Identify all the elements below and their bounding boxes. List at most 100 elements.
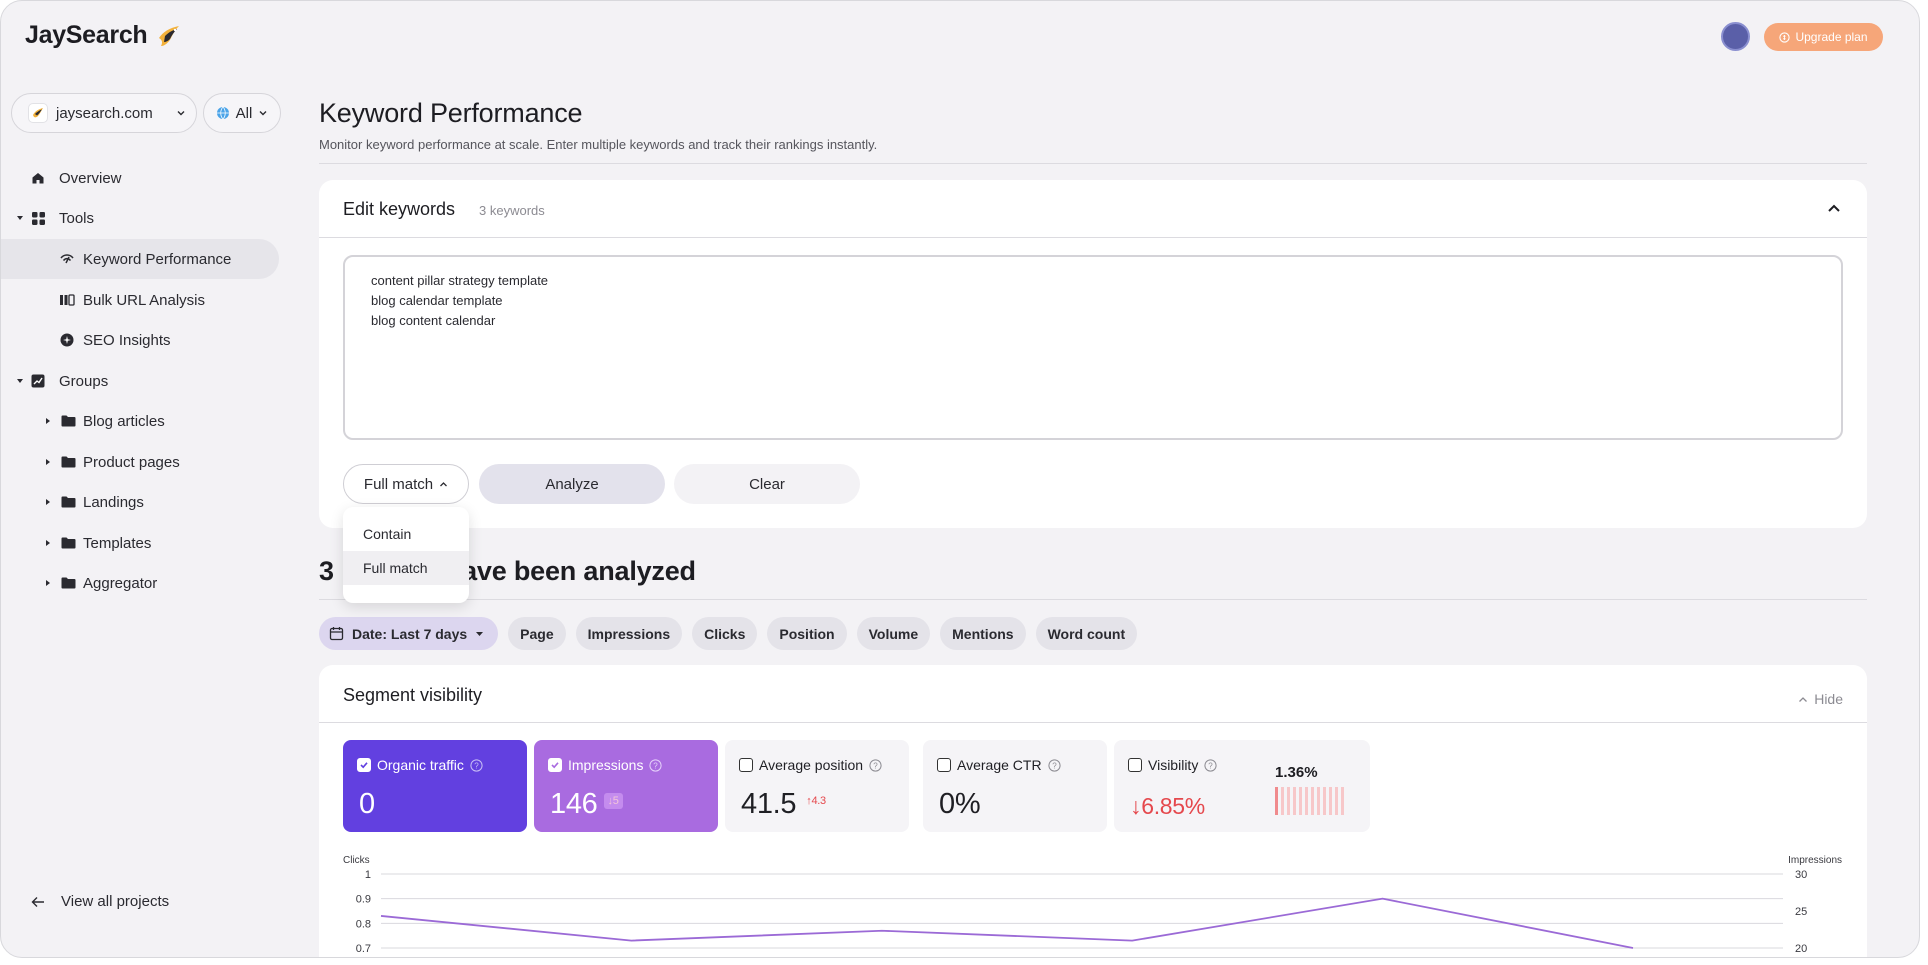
avatar[interactable] — [1721, 22, 1750, 51]
match-type-dropdown: Contain Full match — [343, 507, 469, 603]
analyze-button[interactable]: Analyze — [479, 464, 665, 504]
sidebar-item-label: Groups — [59, 372, 109, 390]
match-type-label: Full match — [363, 475, 434, 493]
filter-chip-clicks[interactable]: Clicks — [692, 617, 758, 650]
chevron-up-icon[interactable] — [1827, 203, 1841, 213]
project-domain: jaysearch.com — [56, 104, 153, 122]
upgrade-plan-button[interactable]: Upgrade plan — [1764, 23, 1883, 51]
card-divider — [319, 237, 1867, 238]
filter-chip-position[interactable]: Position — [767, 617, 847, 650]
checkbox-checked-icon[interactable] — [357, 758, 371, 772]
option-contain[interactable]: Contain — [363, 526, 412, 542]
hide-button[interactable]: Hide — [1798, 691, 1843, 707]
filter-chip-page[interactable]: Page — [508, 617, 566, 650]
spark-bar — [1281, 787, 1284, 815]
spark-bar — [1317, 787, 1320, 815]
arrow-left-icon — [31, 896, 44, 907]
sidebar-item-groups[interactable]: Groups — [1, 361, 271, 401]
sidebar-item-seo-insights[interactable]: SEO Insights — [1, 320, 271, 360]
sidebar-item-label: Product pages — [83, 453, 180, 471]
sidebar-item-templates[interactable]: Templates — [1, 523, 271, 563]
clear-button[interactable]: Clear — [674, 464, 860, 504]
chevron-up-icon — [1799, 696, 1808, 702]
spark-bar — [1335, 787, 1338, 815]
spark-bar — [1299, 787, 1302, 815]
card-divider — [319, 722, 1867, 723]
metric-organic-traffic[interactable]: Organic traffic ? 0 — [343, 740, 527, 832]
folder-icon — [60, 535, 76, 551]
caret-down-icon — [476, 631, 484, 636]
metric-average-ctr[interactable]: Average CTR ? 0% — [923, 740, 1107, 832]
metric-label: Organic traffic — [377, 757, 464, 773]
folder-icon — [60, 454, 76, 470]
help-icon[interactable]: ? — [869, 758, 882, 772]
sidebar-item-label: Landings — [83, 493, 144, 511]
page-title: Keyword Performance — [319, 98, 583, 128]
analyze-label: Analyze — [545, 475, 599, 493]
region-label: All — [235, 104, 253, 122]
svg-text:?: ? — [873, 761, 878, 770]
logo[interactable]: JaySearch — [25, 21, 183, 50]
sidebar-item-label: Templates — [83, 534, 152, 552]
keywords-textarea[interactable]: content pillar strategy template blog ca… — [343, 255, 1843, 440]
sidebar-item-bulk-url-analysis[interactable]: Bulk URL Analysis — [1, 280, 271, 320]
svg-text:?: ? — [474, 761, 479, 770]
caret-right-icon — [43, 457, 53, 467]
metric-average-position[interactable]: Average position ? 41.5 ↑ 4.3 — [725, 740, 909, 832]
delta-value: 5 — [612, 795, 619, 808]
view-all-projects-link[interactable]: View all projects — [31, 893, 169, 910]
sidebar-item-landings[interactable]: Landings — [1, 482, 271, 522]
option-full-match[interactable]: Full match — [343, 551, 469, 585]
sidebar-item-label: Tools — [59, 209, 95, 227]
metric-value: 6.85% — [1141, 793, 1205, 819]
checkbox-icon[interactable] — [937, 758, 951, 772]
project-select[interactable]: jaysearch.com — [11, 93, 197, 133]
sidebar-item-aggregator[interactable]: Aggregator — [1, 563, 271, 603]
metric-label: Impressions — [568, 757, 644, 773]
chevron-up-icon — [440, 481, 448, 486]
filter-chip-mentions[interactable]: Mentions — [940, 617, 1026, 650]
help-icon[interactable]: ? — [470, 758, 483, 772]
chevron-down-icon — [259, 111, 267, 116]
checkbox-icon[interactable] — [739, 758, 753, 772]
delta-value: 4.3 — [811, 795, 826, 808]
sidebar-item-blog-articles[interactable]: Blog articles — [1, 401, 271, 441]
sidebar-item-label: Bulk URL Analysis — [83, 291, 205, 309]
sidebar-item-label: Aggregator — [83, 574, 158, 592]
metric-visibility[interactable]: Visibility ? ↓6.85% 1.36% — [1114, 740, 1370, 832]
divider — [319, 163, 1867, 164]
date-filter-chip[interactable]: Date: Last 7 days — [319, 617, 499, 650]
metric-label: Average position — [759, 757, 864, 773]
help-icon[interactable]: ? — [649, 758, 663, 772]
match-type-button[interactable]: Full match — [343, 464, 469, 504]
chevron-down-icon — [177, 111, 185, 116]
region-select[interactable]: All — [203, 93, 281, 133]
sidebar-item-label: Blog articles — [83, 412, 165, 430]
metric-value-wrap: 41.5 ↑ 4.3 — [741, 788, 830, 821]
metric-label: Average CTR — [957, 757, 1042, 773]
coin-icon — [1779, 31, 1791, 43]
segment-title: Segment visibility — [343, 685, 483, 705]
help-icon[interactable]: ? — [1047, 758, 1061, 772]
divider — [319, 599, 1867, 600]
sidebar-item-product-pages[interactable]: Product pages — [1, 442, 271, 482]
filter-chip-word-count[interactable]: Word count — [1035, 617, 1138, 650]
insight-icon — [59, 332, 75, 348]
grid-icon — [30, 210, 46, 226]
keyword-line: content pillar strategy template — [371, 273, 549, 288]
sidebar-item-overview[interactable]: Overview — [1, 158, 271, 198]
metric-value: 41.5 — [741, 788, 797, 820]
checkbox-icon[interactable] — [1128, 758, 1142, 772]
signal-icon — [59, 251, 75, 267]
sidebar-item-keyword-performance[interactable]: Keyword Performance — [1, 239, 279, 279]
filter-chip-impressions[interactable]: Impressions — [575, 617, 683, 650]
metric-value: 0 — [359, 788, 375, 820]
help-icon[interactable]: ? — [1204, 758, 1217, 772]
metric-impressions[interactable]: Impressions ? 146 ↓ 5 — [534, 740, 718, 832]
checkbox-checked-icon[interactable] — [548, 758, 562, 772]
sidebar-item-label: Overview — [59, 169, 122, 187]
filter-chip-volume[interactable]: Volume — [856, 617, 931, 650]
sidebar-item-tools[interactable]: Tools — [1, 198, 271, 238]
folder-icon — [60, 575, 76, 591]
metric-value-wrap: 146 ↓ 5 — [550, 788, 623, 821]
